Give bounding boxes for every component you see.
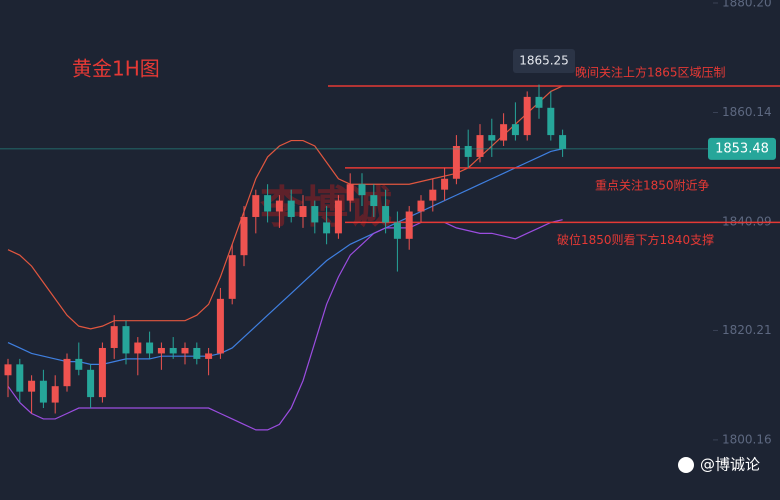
- candle-body: [299, 206, 307, 217]
- y-tick-label: 1820.21: [722, 323, 772, 337]
- candle-body: [311, 206, 319, 223]
- candle-body: [287, 200, 295, 217]
- candle-body: [523, 96, 531, 136]
- candle-body: [134, 342, 142, 354]
- candle-body: [4, 364, 12, 376]
- band-line: [7, 219, 563, 431]
- tooltip-box: [513, 49, 575, 73]
- candle-body: [157, 347, 165, 354]
- candle-body: [559, 135, 567, 149]
- credit-icon: [678, 457, 694, 473]
- tooltip-label: 1865.25: [519, 54, 569, 68]
- y-tick-label: 1880.20: [722, 0, 772, 10]
- candle-body: [169, 347, 177, 354]
- candle-body: [75, 358, 83, 370]
- candle-body: [193, 347, 201, 359]
- candle-body: [87, 369, 95, 398]
- candle-body: [16, 364, 24, 392]
- candle-body: [323, 222, 331, 234]
- candle-body: [216, 298, 224, 354]
- band-line: [7, 85, 563, 330]
- candle-body: [252, 195, 260, 217]
- candle-body: [382, 206, 390, 223]
- level-annotation: 重点关注1850附近争: [595, 177, 710, 192]
- candle-body: [146, 342, 154, 354]
- candle-body: [511, 124, 519, 136]
- candle-body: [240, 216, 248, 256]
- candle-body: [205, 353, 213, 359]
- y-tick-label: 1800.16: [722, 432, 772, 446]
- candle-body: [500, 124, 508, 141]
- candle-body: [405, 211, 413, 239]
- level-annotation: 破位1850则看下方1840支撑: [557, 232, 714, 247]
- price-box: [708, 137, 776, 160]
- candle-body: [452, 146, 460, 179]
- candle-body: [39, 380, 47, 403]
- candle-body: [464, 146, 472, 157]
- candle-body: [346, 184, 354, 201]
- price-label: 1853.48: [715, 141, 769, 156]
- candle-body: [63, 358, 71, 387]
- candle-body: [535, 96, 543, 108]
- candle-body: [370, 195, 378, 207]
- candle-body: [181, 347, 189, 354]
- candle-body: [393, 222, 401, 239]
- chart-title: 黄金1H图: [72, 57, 160, 81]
- candle-body: [488, 135, 496, 141]
- candle-body: [51, 386, 59, 403]
- candle-body: [547, 107, 555, 136]
- candle-body: [110, 326, 118, 348]
- candle-body: [417, 200, 425, 212]
- y-tick-label: 1860.14: [722, 105, 772, 119]
- candle-body: [476, 135, 484, 157]
- candle-body: [334, 200, 342, 234]
- candle-body: [441, 178, 449, 190]
- candle-body: [122, 326, 130, 354]
- y-tick-label: 1840.09: [722, 214, 772, 228]
- level-annotation: 晚间关注上方1865区域压制: [575, 64, 726, 79]
- candle-body: [264, 195, 272, 212]
- credit: @博诚论: [700, 456, 760, 474]
- candle-body: [228, 255, 236, 299]
- candle-body: [358, 184, 366, 196]
- candle-body: [429, 189, 437, 201]
- candle-body: [28, 380, 36, 392]
- candle-body: [98, 347, 106, 398]
- candle-body: [275, 200, 283, 212]
